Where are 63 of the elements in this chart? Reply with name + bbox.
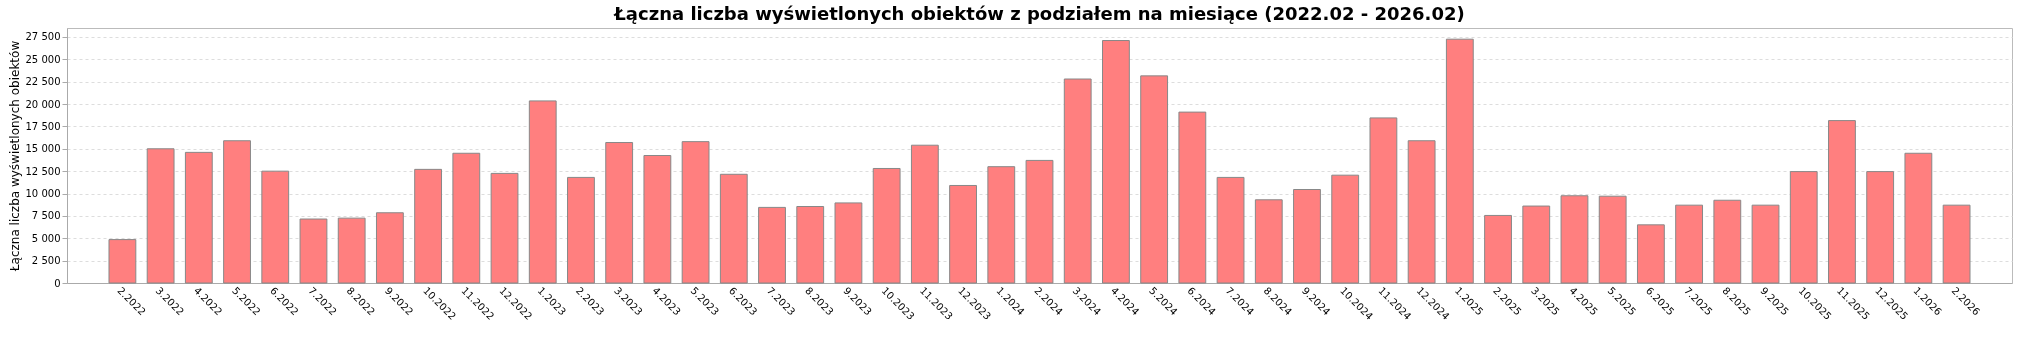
bar bbox=[1713, 199, 1742, 284]
bar bbox=[108, 239, 137, 284]
bar bbox=[1636, 224, 1665, 284]
bar bbox=[146, 148, 175, 284]
y-tick-label: 22 500 bbox=[25, 76, 61, 88]
bar bbox=[261, 170, 290, 284]
bar bbox=[1293, 189, 1321, 284]
bar bbox=[375, 212, 404, 284]
bar bbox=[987, 166, 1016, 284]
bar bbox=[1254, 199, 1283, 284]
bar bbox=[605, 142, 634, 284]
bar bbox=[719, 173, 748, 284]
bar bbox=[1828, 120, 1856, 284]
y-tick-label: 27 500 bbox=[25, 31, 61, 43]
bar bbox=[1560, 195, 1589, 284]
bar bbox=[758, 206, 786, 284]
y-tick-label: 17 500 bbox=[25, 120, 61, 132]
bar bbox=[1369, 117, 1398, 284]
bar bbox=[1484, 214, 1512, 284]
bar bbox=[681, 141, 710, 284]
bar bbox=[872, 167, 901, 284]
bar bbox=[1331, 174, 1360, 284]
bar bbox=[1178, 111, 1207, 284]
bar bbox=[1102, 40, 1130, 284]
y-tick-label: 5 000 bbox=[31, 232, 61, 244]
bar bbox=[337, 217, 366, 284]
bar bbox=[223, 140, 251, 284]
bar bbox=[1140, 75, 1169, 284]
bar bbox=[1598, 195, 1627, 284]
y-tick-label: 2 500 bbox=[31, 255, 61, 267]
y-axis-title: Łączna liczba wyświetlonych obiektów bbox=[7, 40, 22, 273]
y-tick-label: 10 000 bbox=[25, 188, 61, 200]
bar bbox=[490, 172, 519, 284]
bar bbox=[834, 202, 863, 284]
bar bbox=[643, 155, 672, 284]
y-tick-label: 15 000 bbox=[25, 143, 61, 155]
bar bbox=[1445, 38, 1474, 284]
bar bbox=[567, 176, 595, 284]
y-tick-label: 7 500 bbox=[31, 210, 61, 222]
bar bbox=[452, 152, 481, 284]
bar bbox=[1063, 78, 1092, 284]
y-tick-label: 12 500 bbox=[25, 165, 61, 177]
bar bbox=[1866, 171, 1895, 284]
bar bbox=[1675, 204, 1704, 284]
bar bbox=[1216, 176, 1245, 284]
y-tick-label: 0 bbox=[54, 277, 61, 289]
bar bbox=[184, 151, 213, 284]
bar bbox=[1942, 204, 1971, 284]
bar bbox=[910, 144, 939, 284]
bar bbox=[1522, 205, 1551, 284]
bar bbox=[1025, 159, 1054, 284]
y-tick-label: 25 000 bbox=[25, 53, 61, 65]
bar bbox=[1407, 140, 1436, 284]
bar bbox=[1904, 152, 1933, 284]
bar bbox=[414, 168, 443, 284]
bar bbox=[1789, 171, 1818, 284]
bar bbox=[1751, 204, 1780, 284]
bar bbox=[299, 218, 328, 284]
bar bbox=[949, 184, 977, 284]
chart-title: Łączna liczba wyświetlonych obiektów z podziałem na miesiące (2022.02 - 2026.02) bbox=[613, 3, 1465, 24]
bar bbox=[528, 100, 557, 284]
y-tick-label: 20 000 bbox=[25, 98, 61, 110]
bar bbox=[796, 206, 825, 284]
